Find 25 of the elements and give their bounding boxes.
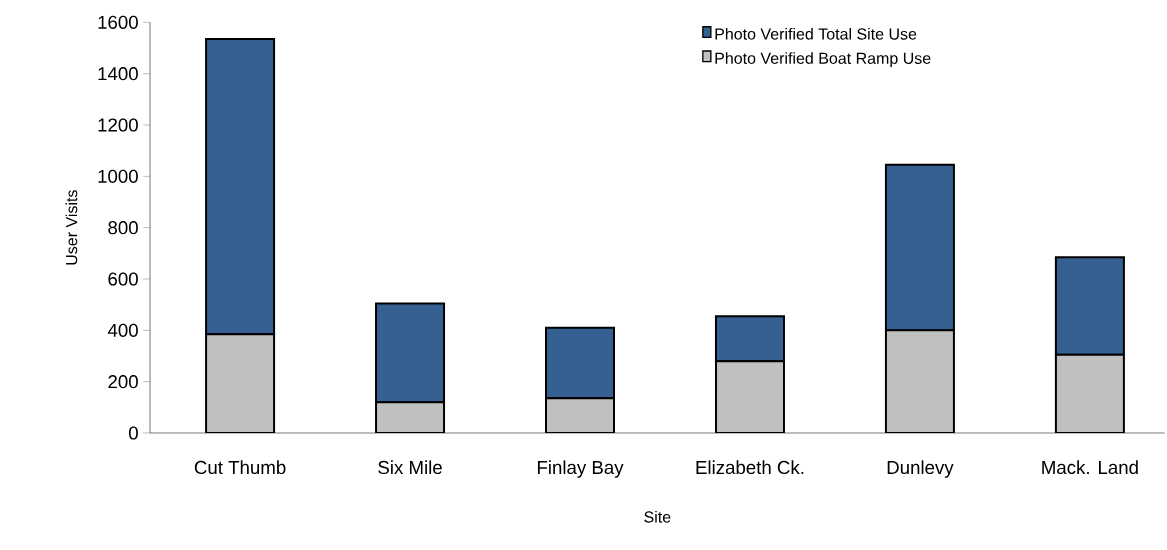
x-tick-label: Dunlevy bbox=[887, 460, 954, 478]
y-tick-label: 1600 bbox=[98, 15, 138, 29]
y-tick-label: 1400 bbox=[98, 67, 138, 81]
y-tick-label: 1000 bbox=[98, 169, 138, 183]
bar bbox=[545, 397, 616, 433]
y-tick-label: 600 bbox=[108, 272, 138, 286]
bar bbox=[714, 360, 785, 433]
bar bbox=[375, 401, 446, 433]
y-tick-label: 0 bbox=[128, 426, 138, 440]
x-tick-label: Elizabeth Ck. bbox=[696, 460, 804, 475]
x-tick-label: Mack. Land bbox=[1042, 460, 1138, 475]
x-axis-title: Site bbox=[644, 510, 671, 523]
bar bbox=[1054, 353, 1125, 433]
y-tick-label: 1200 bbox=[98, 118, 138, 132]
bar bbox=[884, 329, 955, 433]
y-tick-label: 200 bbox=[108, 375, 138, 389]
y-tick-label: 400 bbox=[107, 323, 138, 337]
y-tick-label: 800 bbox=[108, 221, 138, 235]
x-tick-label: Cut Thumb bbox=[194, 460, 286, 475]
x-tick-label: Finlay Bay bbox=[537, 460, 624, 478]
x-tick-label: Six Mile bbox=[378, 460, 442, 475]
bar bbox=[205, 333, 276, 433]
y-axis-title: User Visits bbox=[65, 190, 78, 265]
legend-label: Photo Verified Total Site Use bbox=[715, 27, 917, 40]
legend-label: Photo Verified Boat Ramp Use bbox=[715, 52, 931, 68]
